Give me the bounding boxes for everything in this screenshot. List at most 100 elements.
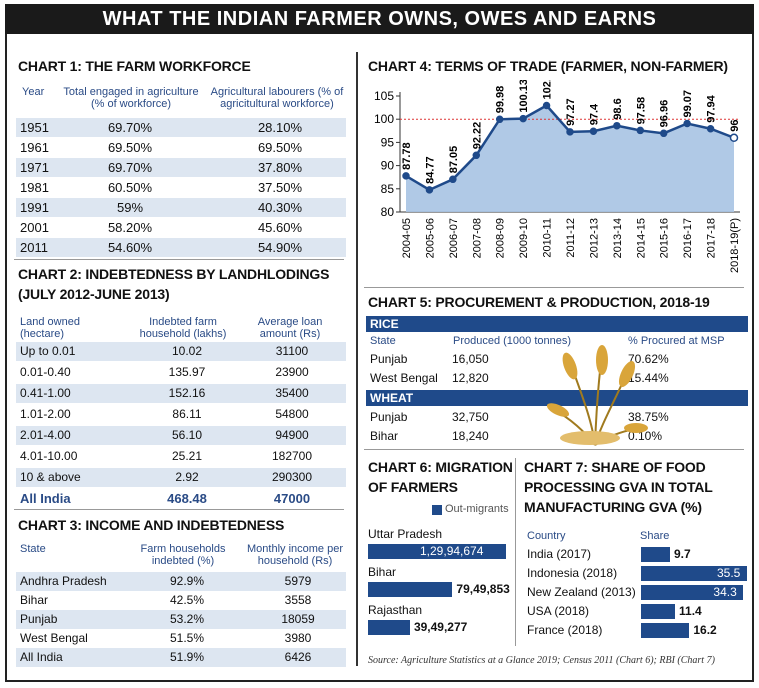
data-point bbox=[425, 186, 434, 194]
chart1.rows-cell: 69.50% bbox=[257, 140, 303, 155]
chart2.rows-cell: 31100 bbox=[275, 344, 309, 358]
x-tick-label: 2009-10 bbox=[518, 218, 530, 258]
chart5-title: CHART 5: PROCUREMENT & PRODUCTION, 2018-… bbox=[368, 294, 710, 310]
bar-category-label: Rajasthan bbox=[368, 603, 423, 617]
source-note: Source: Agriculture Statistics at a Glan… bbox=[368, 655, 715, 666]
chart4-title: CHART 4: TERMS OF TRADE (FARMER, NON-FAR… bbox=[368, 58, 728, 74]
chart2-title: CHART 2: INDEBTEDNESS BY LANDHLODINGS bbox=[18, 266, 330, 282]
chart2.rows-cell: 468.48 bbox=[167, 491, 207, 506]
chart5.rice_rows-cell: 16,050 bbox=[452, 352, 489, 366]
chart2-header-land: Land owned (hectare) bbox=[20, 316, 80, 340]
y-tick-label: 85 bbox=[381, 182, 395, 196]
bar bbox=[641, 585, 744, 600]
data-point bbox=[542, 101, 551, 110]
y-tick-label: 105 bbox=[374, 89, 394, 103]
chart1.rows-cell: 1971 bbox=[20, 160, 49, 175]
chart2.rows-cell: Up to 0.01 bbox=[20, 344, 76, 358]
x-tick-label: 2018-19(P) bbox=[729, 218, 741, 273]
chart2.rows-cell: 0.01-0.40 bbox=[20, 365, 71, 379]
bar bbox=[641, 547, 670, 562]
table-row: 2.01-4.00 56.10 94900 bbox=[16, 426, 346, 445]
bar-value-label: 1,29,94,674 bbox=[420, 544, 484, 558]
banner-title: WHAT THE INDIAN FARMER OWNS, OWES AND EA… bbox=[5, 4, 754, 34]
chart2.rows-cell: 135.97 bbox=[168, 365, 206, 379]
bar-category-label: France (2018) bbox=[527, 623, 603, 637]
x-tick-label: 2011-12 bbox=[565, 218, 577, 258]
divider bbox=[515, 458, 516, 646]
chart1-header-year: Year bbox=[22, 86, 45, 98]
chart2.rows-cell: 54800 bbox=[275, 407, 309, 421]
chart5-header-procured: % Procured at MSP bbox=[628, 335, 725, 347]
chart1.rows-cell: 40.30% bbox=[257, 200, 303, 215]
chart5.rice_rows-cell: 70.62% bbox=[628, 352, 669, 366]
bar-value-label: 11.4 bbox=[679, 604, 702, 618]
chart5.wheat_rows-cell: Punjab bbox=[370, 410, 408, 424]
x-tick-label: 2012-13 bbox=[588, 218, 600, 258]
table-row: 10 & above 2.92 290300 bbox=[16, 468, 346, 487]
data-point bbox=[659, 129, 668, 138]
bar-value-label: 39,49,277 bbox=[413, 620, 468, 634]
chart5-header-state: State bbox=[370, 335, 396, 347]
chart3.rows-cell: 53.2% bbox=[169, 612, 205, 626]
table-row: 4.01-10.00 25.21 182700 bbox=[16, 447, 346, 466]
data-point bbox=[589, 127, 598, 136]
chart1.rows-cell: 54.60% bbox=[107, 240, 153, 255]
chart2.rows-cell: 23900 bbox=[275, 365, 309, 379]
chart2.rows-cell: 35400 bbox=[275, 386, 309, 400]
data-label: 84.77 bbox=[424, 156, 436, 184]
bar bbox=[641, 623, 690, 638]
data-point bbox=[636, 126, 645, 135]
data-label: 92.22 bbox=[471, 122, 483, 150]
divider bbox=[14, 259, 344, 260]
chart5.rice_rows-cell: 12,820 bbox=[452, 371, 489, 385]
bar bbox=[641, 566, 747, 581]
chart6-legend-label: Out-migrants bbox=[445, 503, 509, 515]
chart2.rows-cell: 10.02 bbox=[171, 344, 203, 358]
data-label: 97.94 bbox=[706, 94, 718, 122]
chart1.rows-cell: 45.60% bbox=[257, 220, 303, 235]
chart5.wheat_rows-cell: Bihar bbox=[370, 429, 399, 443]
chart3.rows-cell: Punjab bbox=[20, 612, 58, 626]
chart3-header-income: Monthly income per household (Rs) bbox=[247, 543, 343, 567]
chart5.rice_rows-cell: 15.44% bbox=[628, 371, 669, 385]
table-row: 1.01-2.00 86.11 54800 bbox=[16, 405, 346, 424]
data-label: 87.05 bbox=[448, 146, 460, 174]
y-tick-label: 95 bbox=[381, 135, 395, 149]
table-row: 2011 54.60% 54.90% bbox=[16, 238, 346, 257]
table-row: All India 468.48 47000 bbox=[16, 489, 346, 508]
chart3.rows-cell: All India bbox=[20, 650, 63, 664]
data-label: 99.07 bbox=[682, 90, 694, 118]
chart2.rows-cell: 86.11 bbox=[172, 407, 202, 421]
x-tick-label: 2010-11 bbox=[542, 218, 554, 258]
table-row: Andhra Pradesh 92.9% 5979 bbox=[16, 572, 346, 591]
data-point bbox=[519, 114, 527, 123]
chart6-title: CHART 6: MIGRATION bbox=[368, 459, 513, 475]
chart7-title-line2: PROCESSING GVA IN TOTAL bbox=[524, 479, 713, 495]
chart3.rows-cell: 5979 bbox=[284, 574, 312, 588]
table-row: 1961 69.50% 69.50% bbox=[16, 138, 346, 157]
table-row: Punjab 16,050 70.62% bbox=[366, 350, 748, 369]
chart3.rows-cell: 92.9% bbox=[169, 574, 205, 588]
chart3.rows-cell: 51.5% bbox=[169, 631, 205, 645]
divider bbox=[364, 449, 744, 450]
chart2.rows-cell: 25.21 bbox=[171, 449, 203, 463]
chart1.rows-cell: 1951 bbox=[20, 120, 49, 135]
table-row: 1971 69.70% 37.80% bbox=[16, 158, 346, 177]
divider bbox=[14, 509, 344, 510]
bar bbox=[368, 582, 453, 597]
chart1.rows-cell: 1991 bbox=[20, 200, 49, 215]
chart5-wheat-header: WHEAT bbox=[366, 390, 748, 406]
chart2.rows-cell: 182700 bbox=[271, 449, 313, 463]
chart1.rows-cell: 69.70% bbox=[107, 120, 153, 135]
table-row: Up to 0.01 10.02 31100 bbox=[16, 342, 346, 361]
chart3.rows-cell: 51.9% bbox=[169, 650, 205, 664]
bar-category-label: USA (2018) bbox=[527, 604, 590, 618]
chart2.rows-cell: 2.01-4.00 bbox=[20, 428, 71, 442]
chart1.rows-cell: 54.90% bbox=[257, 240, 303, 255]
chart1-header-labourers: Agricultural labourers (% of agricitultu… bbox=[210, 86, 344, 110]
chart1.rows-cell: 60.50% bbox=[107, 180, 153, 195]
data-point bbox=[402, 172, 410, 180]
bar-category-label: Uttar Pradesh bbox=[368, 527, 443, 541]
x-tick-label: 2007-08 bbox=[471, 218, 483, 258]
x-tick-label: 2013-14 bbox=[612, 218, 624, 258]
